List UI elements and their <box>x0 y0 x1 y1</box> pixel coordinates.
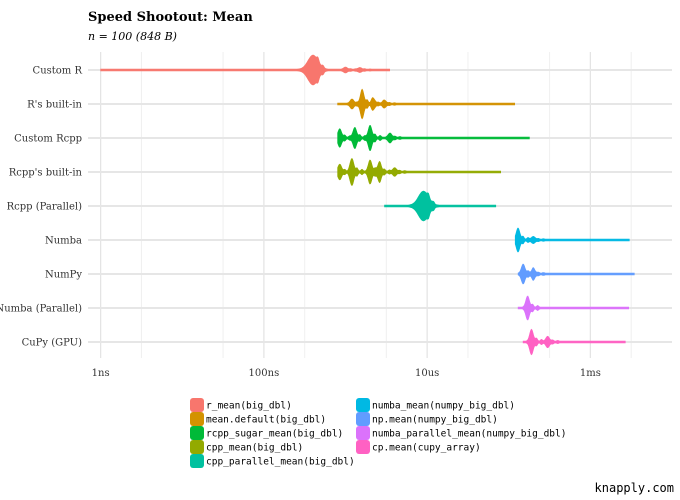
legend-label: cp.mean(cupy_array) <box>372 443 481 454</box>
legend-swatch <box>356 412 370 426</box>
chart-title: Speed Shootout: Mean <box>88 10 253 25</box>
x-tick-label: 10us <box>415 368 439 379</box>
legend-swatch <box>356 426 370 440</box>
legend-swatch <box>190 454 204 468</box>
violin-5 <box>514 227 630 253</box>
y-tick-label: R's built-in <box>27 100 82 111</box>
legend-label: cpp_parallel_mean(big_dbl) <box>206 457 355 468</box>
legend-label: numba_mean(numpy_big_dbl) <box>372 401 515 412</box>
violin-1 <box>337 88 515 120</box>
legend: r_mean(big_dbl) mean.default(big_dbl)rcpp… <box>190 398 566 468</box>
violin-8 <box>522 328 626 356</box>
y-tick-label: Custom Rcpp <box>14 134 82 145</box>
y-axis-labels: Custom R R's built-in Custom Rcpp Rcpp's bu… <box>0 66 83 349</box>
violin-7 <box>517 295 629 321</box>
legend-swatch <box>190 412 204 426</box>
y-tick-label: Numba (Parallel) <box>0 304 82 315</box>
legend-label: mean.default(big_dbl) <box>206 415 326 426</box>
chart-subtitle: n = 100 (848 B) <box>88 30 177 43</box>
violin-0 <box>100 54 390 86</box>
x-tick-label: 1ms <box>580 368 601 379</box>
legend-swatch <box>356 398 370 412</box>
y-tick-label: Rcpp's built-in <box>9 168 83 179</box>
x-tick-label: 1ns <box>92 368 110 379</box>
violin-4 <box>384 190 497 222</box>
legend-item: numba_parallel_mean(numpy_big_dbl) <box>356 426 566 440</box>
violin-2 <box>337 124 530 152</box>
legend-swatch <box>190 426 204 440</box>
x-axis-labels: 1ns 100ns 10us 1ms <box>92 368 601 379</box>
legend-item: cpp_mean(big_dbl) <box>190 440 303 454</box>
legend-item: rcpp_sugar_mean(big_dbl) <box>190 426 343 440</box>
legend-item: numba_mean(numpy_big_dbl) <box>356 398 515 412</box>
legend-label: numba_parallel_mean(numpy_big_dbl) <box>372 429 566 440</box>
legend-item: r_mean(big_dbl) <box>190 398 292 412</box>
violin-6 <box>517 263 635 285</box>
violin-3 <box>337 158 501 186</box>
violins <box>100 54 635 356</box>
legend-swatch <box>190 440 204 454</box>
legend-swatch <box>356 440 370 454</box>
legend-swatch <box>190 398 204 412</box>
y-tick-label: NumPy <box>45 270 82 281</box>
y-tick-label: Numba <box>45 236 82 247</box>
legend-label: np.mean(numpy_big_dbl) <box>372 415 498 426</box>
legend-label: rcpp_sugar_mean(big_dbl) <box>206 429 343 440</box>
legend-item: mean.default(big_dbl) <box>190 412 326 426</box>
y-tick-label: CuPy (GPU) <box>22 338 83 349</box>
y-tick-label: Custom R <box>33 66 83 77</box>
chart-caption: knapply.com <box>595 481 674 495</box>
legend-item: cp.mean(cupy_array) <box>356 440 481 454</box>
y-tick-label: Rcpp (Parallel) <box>7 202 83 213</box>
legend-label: cpp_mean(big_dbl) <box>206 443 303 454</box>
gridlines <box>88 52 672 358</box>
x-tick-label: 100ns <box>249 368 280 379</box>
legend-item: cpp_parallel_mean(big_dbl) <box>190 454 355 468</box>
legend-item: np.mean(numpy_big_dbl) <box>356 412 498 426</box>
legend-label: r_mean(big_dbl) <box>206 401 292 412</box>
